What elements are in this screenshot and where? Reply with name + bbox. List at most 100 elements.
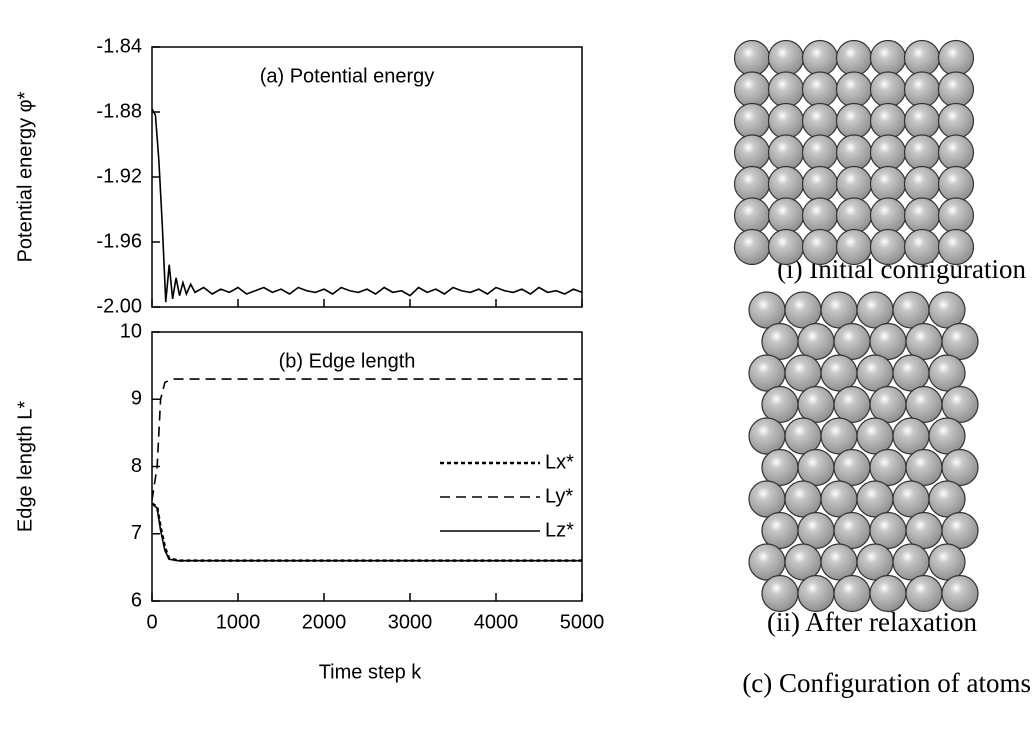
y-tick-label: -2.00	[96, 295, 142, 317]
atom	[784, 480, 822, 518]
y-axis-label: Potential energy φ*	[14, 91, 36, 262]
atom	[784, 291, 822, 329]
atom	[869, 448, 907, 487]
atom	[869, 322, 907, 361]
series-line	[151, 378, 582, 501]
y-tick-label: 6	[131, 589, 142, 611]
atom	[856, 480, 894, 518]
series-line	[151, 502, 582, 562]
atom	[820, 480, 858, 518]
atom	[797, 448, 835, 487]
atom	[869, 39, 907, 77]
atom	[801, 39, 839, 77]
y-tick-label: 10	[120, 320, 142, 342]
atom	[820, 354, 858, 392]
atom	[833, 511, 871, 550]
atom	[905, 322, 943, 361]
atom	[733, 71, 771, 108]
x-tick-label: 4000	[474, 611, 519, 633]
x-tick-label: 0	[146, 611, 157, 633]
atom	[761, 385, 799, 424]
atom	[733, 165, 771, 203]
atom	[833, 385, 871, 424]
atom	[801, 228, 839, 266]
atom	[941, 385, 979, 424]
atom	[937, 134, 975, 171]
atom	[892, 354, 930, 392]
atom	[892, 291, 930, 329]
atom	[733, 134, 771, 171]
atom	[767, 197, 805, 234]
atom	[733, 39, 771, 77]
y-axis-label: Edge length L*	[14, 401, 36, 532]
atom	[733, 228, 771, 266]
atom	[903, 228, 941, 266]
y-tick-label: -1.96	[96, 230, 142, 252]
atom	[941, 322, 979, 361]
x-tick-label: 2000	[302, 611, 347, 633]
atom	[761, 574, 799, 613]
atom	[833, 322, 871, 361]
atom	[903, 39, 941, 77]
atom	[767, 165, 805, 203]
atom	[820, 417, 858, 455]
atom	[761, 448, 799, 487]
atom	[835, 71, 873, 108]
atom	[928, 417, 966, 455]
atom	[748, 354, 786, 392]
atom	[903, 71, 941, 108]
atom	[801, 71, 839, 108]
legend-label: Lz*	[545, 519, 574, 541]
atom	[903, 197, 941, 234]
atom	[835, 228, 873, 266]
atom	[869, 102, 907, 140]
atom	[856, 417, 894, 455]
atom	[820, 291, 858, 329]
x-axis-label: Time step k	[319, 661, 423, 683]
atom	[733, 102, 771, 140]
atom	[869, 511, 907, 550]
atom	[928, 543, 966, 581]
atom	[941, 511, 979, 550]
atom	[761, 511, 799, 550]
caption-relaxed: (ii) After relaxation	[767, 607, 977, 637]
atom	[801, 102, 839, 140]
atom	[801, 197, 839, 234]
atom	[928, 480, 966, 518]
y-tick-label: -1.84	[96, 35, 142, 57]
y-tick-label: -1.92	[96, 165, 142, 187]
atom	[937, 197, 975, 234]
y-tick-label: 9	[131, 388, 142, 410]
atom	[856, 543, 894, 581]
x-tick-label: 5000	[560, 611, 605, 633]
legend-label: Ly*	[545, 485, 573, 507]
series-line	[151, 108, 583, 303]
atom	[869, 385, 907, 424]
atom	[835, 39, 873, 77]
atom	[833, 448, 871, 487]
atom	[801, 165, 839, 203]
atom	[892, 543, 930, 581]
atom	[767, 228, 805, 266]
atom	[937, 102, 975, 140]
atom	[767, 39, 805, 77]
atom-panels	[733, 39, 979, 613]
x-tick-label: 1000	[216, 611, 261, 633]
atom	[767, 71, 805, 108]
atom	[905, 385, 943, 424]
atom	[748, 543, 786, 581]
atom	[869, 197, 907, 234]
atom	[835, 197, 873, 234]
atom	[748, 417, 786, 455]
atom	[869, 71, 907, 108]
atom	[892, 417, 930, 455]
atom	[835, 165, 873, 203]
atom	[856, 354, 894, 392]
atom	[733, 197, 771, 234]
atom	[748, 480, 786, 518]
atom	[905, 574, 943, 613]
atom	[833, 574, 871, 613]
atom	[937, 39, 975, 77]
chart-title: (a) Potential energy	[260, 65, 435, 87]
